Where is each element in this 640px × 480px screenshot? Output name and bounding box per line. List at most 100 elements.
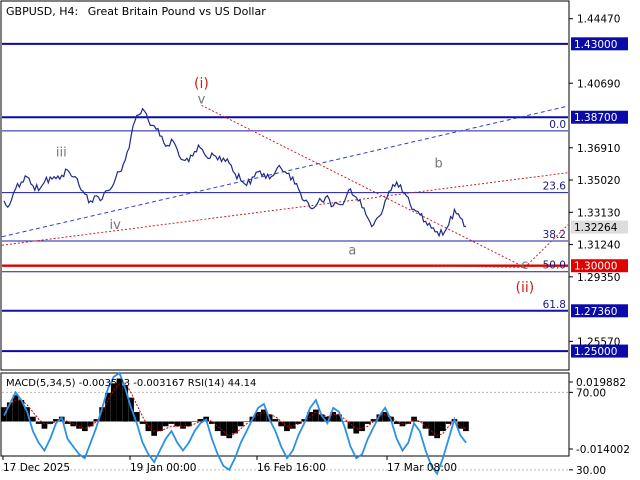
indicator-tick-label: -0.014002 — [576, 444, 630, 456]
price-tick-label: 1.40690 — [577, 78, 620, 90]
price-tick-label: 1.44470 — [577, 14, 620, 26]
fibonacci-ratio-label: 23.6 — [543, 181, 567, 193]
macd-histogram-bar — [393, 421, 400, 424]
macd-histogram-bar — [47, 421, 53, 424]
fibonacci-ratio-label: 61.8 — [543, 299, 566, 311]
macd-histogram-bar — [209, 421, 215, 424]
macd-histogram-bar — [180, 421, 186, 429]
symbol-timeframe: GBPUSD, H4: — [6, 5, 78, 18]
price-level-tag — [571, 344, 628, 358]
macd-histogram-bar — [191, 421, 198, 422]
macd-histogram-bar — [76, 421, 82, 429]
macd-histogram-bar — [99, 407, 105, 422]
macd-histogram-bar — [41, 421, 48, 429]
macd-histogram-bar — [411, 416, 417, 422]
macd-histogram-bar — [220, 421, 227, 436]
wave-label: v — [198, 93, 206, 108]
macd-histogram-bar — [105, 392, 111, 422]
main-panel: 0.0 23.6 38.2 50.0 61.8 (i)v iii iv a b c (ii) GBP… — [0, 0, 570, 371]
macd-histogram-bar — [440, 421, 446, 432]
macd-histogram-bar — [376, 414, 383, 422]
wave-label: (ii) — [516, 280, 535, 296]
macd-histogram-bar — [301, 419, 308, 422]
fibonacci-ratio-label: 0.0 — [549, 119, 566, 131]
indicator-title: MACD(5,34,5) -0.003523 -0.003167 RSI(14)… — [6, 378, 256, 389]
macd-histogram-bar — [12, 395, 19, 422]
price-level-tag — [571, 110, 628, 124]
rsi-line — [3, 371, 467, 476]
current-price-tag-label: 1.32264 — [574, 222, 618, 234]
price-level-tag-label: 1.30000 — [574, 261, 617, 273]
macd-histogram-bar — [237, 421, 244, 427]
fibonacci-ratio-label: 38.2 — [543, 229, 566, 241]
macd-histogram-bar — [295, 421, 302, 424]
macd-histogram-bar — [359, 421, 365, 432]
macd-histogram-bar — [30, 416, 36, 422]
price-level-tag-label: 1.38700 — [574, 112, 617, 124]
macd-histogram-bar — [197, 419, 204, 422]
time-axis: 17 Dec 2025 19 Jan 00:00 16 Feb 16:00 17 Ma… — [2, 456, 457, 474]
price-level-labels: 1.43000 1.38700 1.30000 1.27360 1.25000 1.322… — [571, 37, 628, 358]
macd-histogram-bar — [341, 421, 348, 422]
main-panel-frame — [0, 0, 570, 371]
macd-histogram-bar — [185, 421, 192, 427]
macd-histogram-bar — [405, 421, 412, 424]
macd-histogram-bar — [261, 409, 267, 422]
macd-histogram-bar — [428, 421, 435, 436]
macd-histogram-bar — [463, 421, 469, 432]
fibonacci-ratio-label: 50.0 — [543, 260, 566, 272]
macd-histogram-bar — [243, 421, 250, 422]
indicator-tick-label: 70.00 — [576, 387, 606, 399]
indicator-plots — [1, 371, 568, 476]
macd-histogram-bar — [434, 421, 440, 439]
indicator-tick-label: 0.019882 — [576, 377, 626, 389]
wave-label: iii — [56, 145, 67, 160]
price-level-tag — [571, 304, 628, 318]
time-tick-label: 17 Dec 2025 — [3, 462, 70, 474]
macd-histogram-bar — [214, 421, 221, 432]
time-tick-label: 17 Mar 08:00 — [387, 462, 457, 474]
price-tick-label: 1.31240 — [577, 240, 620, 252]
macd-histogram-bar — [226, 421, 233, 439]
macd-histogram-bar — [278, 421, 284, 427]
macd-histogram-bar — [116, 378, 123, 422]
wave-labels: (i)v iii iv a b c (ii) — [56, 76, 534, 296]
wave-label: (i) — [194, 76, 209, 92]
macd-histogram-bar — [122, 385, 129, 422]
macd-histogram-bar — [313, 409, 319, 422]
macd-histogram-bar — [416, 421, 423, 422]
price-tick-label: 1.35020 — [577, 175, 620, 187]
macd-histogram-bar — [110, 383, 117, 422]
macd-histogram-bar — [370, 419, 377, 422]
macd-histogram-bar — [93, 419, 100, 422]
wave-label: a — [348, 244, 356, 259]
price-level-tag-label: 1.43000 — [574, 39, 617, 51]
macd-histogram-bar — [82, 421, 88, 432]
macd-histogram-bar — [272, 419, 279, 422]
wave-projection-line — [201, 104, 526, 268]
macd-histogram-bar — [353, 421, 360, 434]
macd-histogram-bar — [18, 400, 25, 422]
macd-histogram-bar — [445, 421, 452, 424]
indicator-tick-label: 30.00 — [576, 465, 606, 477]
macd-histogram-bar — [336, 414, 342, 422]
macd-histogram-bar — [134, 412, 140, 422]
price-axis: 1.44470 1.40690 1.36910 1.35020 1.33130 1.312… — [569, 14, 620, 348]
macd-histogram-bar — [162, 421, 169, 427]
indicator-panel: MACD(5,34,5) -0.003523 -0.003167 RSI(14)… — [0, 371, 570, 476]
wave-label: b — [434, 157, 442, 172]
macd-histogram-bar — [151, 421, 157, 436]
time-tick-label: 16 Feb 16:00 — [257, 462, 326, 474]
wave-label: c — [521, 258, 528, 273]
macd-histogram-bar — [324, 416, 331, 422]
macd-histogram-bar — [168, 421, 175, 424]
wave-projection-line — [433, 265, 525, 268]
current-price-tag — [571, 220, 628, 234]
time-tick-label: 19 Jan 00:00 — [130, 462, 196, 474]
macd-histogram-bar — [365, 421, 371, 424]
price-level-tag-label: 1.27360 — [574, 306, 617, 318]
macd-histogram-bar — [64, 421, 71, 424]
macd-histogram-bar — [255, 412, 261, 422]
chart-header: GBPUSD, H4: Great Britain Pound vs US Do… — [6, 5, 266, 18]
